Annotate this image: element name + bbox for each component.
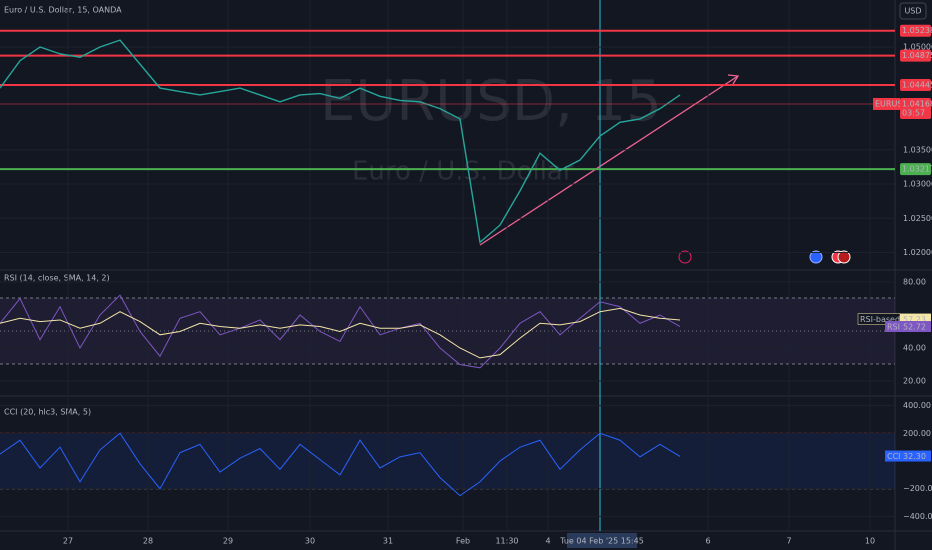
symbol-title: Euro / U.S. Dollar, 15, OANDA (4, 6, 122, 15)
time-label: 27 (63, 537, 73, 546)
time-label: 7 (786, 537, 791, 546)
axis-tick-label: 1.03000 (903, 180, 932, 189)
crosshair-time-box (567, 533, 637, 548)
price-line (0, 39, 681, 244)
trend-arrow-head (727, 74, 740, 85)
currency-label[interactable]: USD (904, 7, 921, 16)
axis-tick-label: −400.00 (903, 512, 932, 521)
rsi-ma-value-box (900, 313, 931, 325)
time-label: 11:30 (495, 537, 518, 546)
cci-line (0, 432, 681, 497)
cci-value: 32.30 (903, 452, 926, 461)
rsi-line (0, 294, 681, 369)
time-label: Feb (456, 537, 470, 546)
rsi-title: RSI (14, close, SMA, 14, 2) (4, 274, 110, 283)
time-label: 30 (305, 537, 315, 546)
watermark: EURUSD, 15 (320, 69, 662, 134)
rsi-ma-line (0, 307, 681, 359)
rsi-value-box (900, 321, 931, 333)
level-label-box (900, 79, 931, 92)
cci-name: CCI (887, 452, 901, 461)
axis-tick-label: 1.03500 (903, 145, 932, 154)
rsi-value: 52.72 (903, 323, 926, 332)
countdown: 03:57 (902, 108, 925, 117)
rsi-name-box (885, 321, 900, 333)
level-label-box (900, 49, 931, 62)
axis-tick-label: 200.00 (903, 429, 931, 438)
level-label-box (900, 163, 931, 176)
current-price: 1.04168 (902, 99, 932, 108)
time-label: 4 (545, 537, 550, 546)
axis-tick-label: 1.05000 (903, 43, 932, 52)
level-label: 1.05238 (902, 26, 932, 35)
current-symbol: EURUSD (875, 99, 909, 108)
axis-tick-label: 1.02500 (903, 214, 932, 223)
event-icon[interactable] (809, 250, 823, 264)
level-label-box (900, 24, 931, 37)
event-icon[interactable] (678, 250, 692, 264)
current-symbol-box (873, 97, 900, 110)
level-label: 1.04875 (902, 51, 932, 60)
current-price-box (900, 97, 931, 119)
axis-tick-label: 1.02000 (903, 248, 932, 257)
time-label: 28 (143, 537, 153, 546)
level-label: 1.03217 (902, 165, 932, 174)
time-label: 29 (223, 537, 233, 546)
axis-tick-label: −200.00 (903, 484, 932, 493)
level-label: 1.04445 (902, 81, 932, 90)
time-label: 31 (383, 537, 393, 546)
cci-name-box (885, 450, 900, 462)
axis-tick-label: 20.00 (903, 377, 926, 386)
cci-band (0, 433, 895, 489)
cci-value-box (900, 450, 931, 462)
rsi-name: RSI (887, 323, 900, 332)
axis-tick-label: 400.00 (903, 401, 931, 410)
event-icon[interactable] (837, 250, 851, 264)
rsi-ma-value: 57.23 (903, 315, 926, 324)
time-label: 10 (865, 537, 875, 546)
crosshair-time: Tue 04 Feb '25 15:45 (559, 537, 644, 546)
rsi-ma-name: RSI-based MA (860, 315, 915, 324)
cci-title: CCI (20, hlc3, SMA, 5) (4, 408, 91, 417)
rsi-band (0, 298, 895, 364)
axis-tick-label: 40.00 (903, 344, 926, 353)
currency-button[interactable] (899, 2, 927, 20)
time-label: 6 (705, 537, 710, 546)
axis-tick-label: 80.00 (903, 278, 926, 287)
